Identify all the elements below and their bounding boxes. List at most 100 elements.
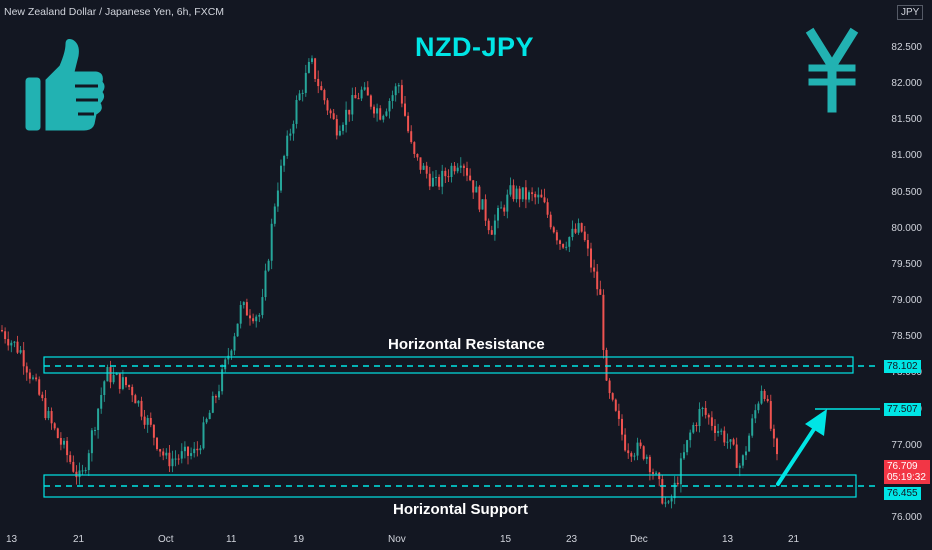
candle-up: [239, 305, 242, 324]
candle-up: [199, 448, 202, 451]
candle-up: [295, 100, 298, 124]
candle-down: [627, 450, 630, 454]
candle-down: [16, 341, 19, 353]
candle-down: [531, 192, 534, 195]
candle-up: [450, 165, 453, 178]
candle-up: [388, 100, 391, 112]
candle-up: [748, 435, 751, 452]
candle-down: [366, 87, 369, 96]
candle-up: [698, 409, 701, 427]
candle-down: [776, 438, 778, 455]
candle-down: [714, 425, 716, 433]
candle-up: [90, 430, 93, 454]
candle-up: [13, 341, 16, 343]
candle-down: [128, 385, 131, 387]
x-tick-label: 23: [566, 534, 578, 545]
candle-up: [741, 455, 744, 466]
currency-badge[interactable]: JPY: [897, 5, 924, 20]
candle-up: [47, 411, 50, 419]
candle-down: [580, 223, 583, 232]
x-tick-label: 21: [73, 534, 85, 545]
candle-down: [772, 428, 775, 439]
candle-down: [369, 95, 372, 107]
candle-up: [205, 419, 208, 423]
x-tick-label: Oct: [158, 534, 174, 545]
candle-up: [738, 465, 741, 468]
candle-up: [692, 424, 695, 433]
last-price-value: 76.709: [887, 461, 918, 472]
candle-down: [44, 398, 47, 419]
candle-down: [354, 95, 357, 99]
candle-up: [276, 190, 279, 207]
candle-up: [481, 199, 484, 210]
candle-down: [583, 231, 586, 241]
y-tick-label: 79.000: [891, 295, 922, 307]
candle-up: [506, 194, 509, 212]
support-label: Horizontal Support: [393, 501, 528, 518]
candle-down: [546, 202, 549, 215]
candle-down: [320, 86, 323, 91]
candle-down: [66, 440, 69, 456]
x-tick-label: 11: [226, 534, 237, 545]
candle-down: [25, 366, 28, 373]
candle-down: [245, 302, 248, 316]
candle-down: [552, 227, 555, 233]
candle-up: [307, 61, 310, 73]
candle-down: [559, 240, 561, 244]
candle-down: [168, 452, 171, 467]
candle-down: [323, 90, 326, 101]
candle-up: [190, 453, 193, 456]
candle-up: [745, 451, 747, 456]
candle-up: [683, 452, 685, 459]
y-tick-label: 82.000: [891, 78, 922, 90]
candle-up: [267, 260, 270, 271]
candle-down: [732, 439, 735, 445]
candle-down: [428, 173, 431, 187]
candle-down: [404, 103, 406, 116]
candle-up: [298, 93, 301, 101]
y-tick-label: 81.000: [891, 150, 922, 162]
candle-down: [658, 472, 661, 480]
candle-up: [261, 297, 264, 316]
candle-down: [419, 157, 422, 170]
candle-down: [59, 438, 62, 445]
candle-down: [524, 187, 527, 200]
candle-up: [655, 472, 658, 474]
candle-down: [630, 453, 633, 457]
candle-up: [171, 458, 174, 467]
candle-up: [435, 176, 437, 178]
candle-up: [258, 315, 261, 317]
candle-up: [720, 430, 723, 432]
candle-down: [152, 424, 155, 438]
resistance-price-tag: 78.102: [884, 360, 921, 373]
candle-down: [534, 194, 537, 198]
resistance-zone: [43, 356, 854, 374]
y-tick-label: 80.500: [891, 186, 922, 198]
target-price-tag: 77.507: [884, 403, 921, 416]
candle-down: [35, 377, 38, 380]
candle-down: [400, 85, 403, 104]
candle-up: [568, 237, 571, 247]
y-tick-label: 82.500: [891, 42, 922, 53]
candle-down: [159, 449, 162, 452]
candle-down: [617, 410, 620, 419]
candle-down: [518, 188, 521, 200]
candle-down: [109, 367, 112, 383]
x-tick-label: Dec: [630, 534, 648, 545]
candle-up: [670, 498, 673, 502]
candle-down: [648, 456, 651, 473]
candle-up: [292, 123, 295, 134]
y-tick-label: 80.000: [891, 222, 922, 234]
candle-down: [41, 394, 44, 399]
candle-up: [431, 177, 434, 187]
candle-down: [543, 197, 546, 203]
candle-down: [444, 170, 447, 177]
candle-down: [586, 240, 589, 249]
candle-down: [379, 108, 382, 120]
bar-countdown: 05:19:32: [887, 472, 926, 483]
candle-down: [611, 393, 614, 400]
yen-icon: [805, 27, 859, 113]
candle-down: [413, 142, 416, 154]
candle-up: [376, 108, 379, 114]
